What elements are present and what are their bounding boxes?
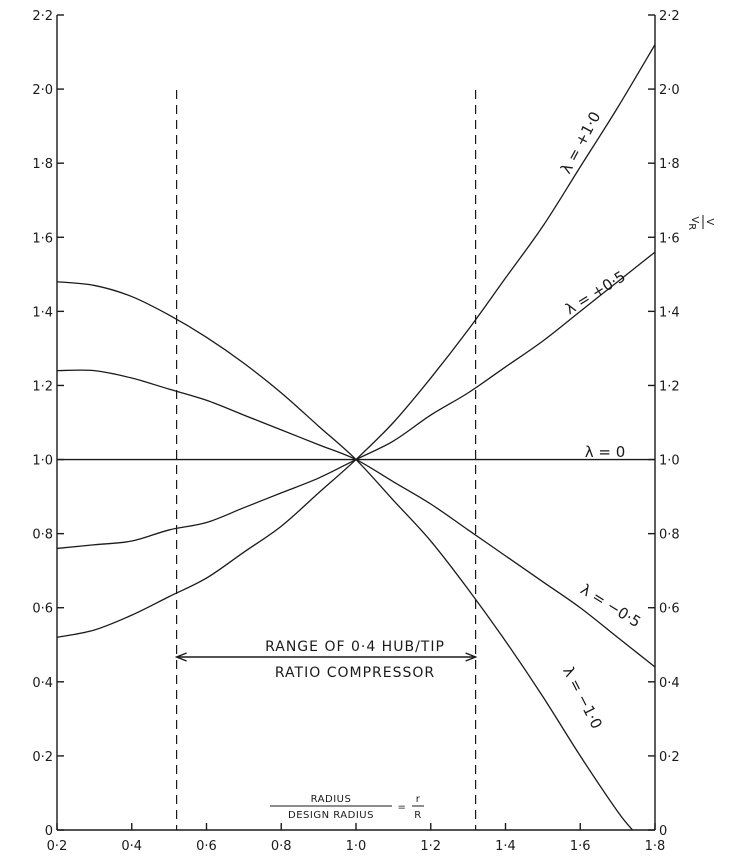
curve-lambda-minus-0-5 <box>56 369 656 668</box>
x-label-numerator: RADIUS <box>311 794 352 805</box>
y-label-denominator: V <box>689 216 700 223</box>
y-tick-label-right: 2·0 <box>659 83 680 98</box>
y-tick-label-left: 1·4 <box>32 305 53 320</box>
curve-label: λ = 0 <box>585 443 626 461</box>
x-axis-label: RADIUS DESIGN RADIUS = r R <box>270 794 424 821</box>
x-tick-label: 0·2 <box>47 839 68 854</box>
y-tick-label-right: 1·6 <box>659 231 680 246</box>
plot-frame <box>56 15 656 831</box>
x-tick-label: 0·8 <box>271 839 292 854</box>
x-tick-label: 1·4 <box>495 839 516 854</box>
x-tick-label: 1·6 <box>570 839 591 854</box>
range-annotation: RANGE OF 0·4 HUB/TIP RATIO COMPRESSOR <box>174 639 478 681</box>
y-tick-label-right: 1·8 <box>659 157 680 172</box>
y-tick-label-right: 0 <box>659 824 667 839</box>
bottom-ticks: 0·2 0·4 0·6 0·8 1·0 1·2 1·4 1·6 1·8 <box>47 823 666 854</box>
range-annotation-line1: RANGE OF 0·4 HUB/TIP <box>265 639 445 655</box>
y-label-numerator: V <box>704 218 715 225</box>
x-tick-label: 1·0 <box>346 839 367 854</box>
y-tick-label-left: 1·0 <box>32 454 53 469</box>
y-tick-label-left: 2·0 <box>32 83 53 98</box>
curve-label: λ = −0·5 <box>577 580 644 631</box>
y-tick-label-right: 1·0 <box>659 454 680 469</box>
y-tick-label-right: 1·2 <box>659 379 680 394</box>
x-label-rhs-num: r <box>416 794 421 805</box>
x-label-rhs-den: R <box>414 810 421 821</box>
curve-lambda-plus-1 <box>56 44 656 639</box>
right-ticks: 0 0·2 0·4 0·6 0·8 1·0 1·2 1·4 1·6 1·8 2·0 2·2 <box>648 9 680 839</box>
y-tick-label-right: 0·8 <box>659 528 680 543</box>
x-label-denominator: DESIGN RADIUS <box>288 810 374 821</box>
y-tick-label-right: 0·4 <box>659 676 680 691</box>
curve-label: λ = +0·5 <box>562 267 629 318</box>
y-tick-label-right: 2·2 <box>659 9 680 24</box>
range-lines <box>176 90 477 830</box>
x-tick-label: 0·6 <box>196 839 217 854</box>
y-tick-label-right: 1·4 <box>659 305 680 320</box>
range-arrow-left-head <box>174 652 187 662</box>
y-tick-label-left: 1·2 <box>32 379 53 394</box>
y-label-subscript: R <box>686 223 697 230</box>
x-tick-label: 1·2 <box>420 839 441 854</box>
y-tick-label-left: 1·6 <box>32 231 53 246</box>
y-tick-label-left: 0 <box>45 824 53 839</box>
y-tick-label-left: 2·2 <box>32 9 53 24</box>
range-arrow-right-head <box>465 652 478 662</box>
curve-lambda-plus-0-5 <box>56 251 656 550</box>
y-tick-label-right: 0·6 <box>659 602 680 617</box>
left-ticks: 0 0·2 0·4 0·6 0·8 1·0 1·2 1·4 1·6 1·8 2·0 2·2 <box>32 9 64 839</box>
x-tick-label: 0·4 <box>121 839 142 854</box>
y-tick-label-left: 1·8 <box>32 157 53 172</box>
range-annotation-line2: RATIO COMPRESSOR <box>275 665 435 681</box>
x-label-equals: = <box>398 802 407 813</box>
y-tick-label-left: 0·2 <box>32 750 53 765</box>
x-tick-label: 1·8 <box>645 839 666 854</box>
y-tick-label-left: 0·8 <box>32 528 53 543</box>
curves <box>56 44 656 831</box>
curve-label: λ = −1·0 <box>559 664 606 732</box>
curve-labels: λ = +1·0λ = +0·5λ = 0λ = −0·5λ = −1·0 <box>557 109 644 732</box>
y-tick-label-left: 0·6 <box>32 602 53 617</box>
y-axis-label-right: V V R <box>686 215 715 231</box>
y-tick-label-left: 0·4 <box>32 676 53 691</box>
curve-lambda-minus-1 <box>56 281 634 831</box>
y-tick-label-right: 0·2 <box>659 750 680 765</box>
